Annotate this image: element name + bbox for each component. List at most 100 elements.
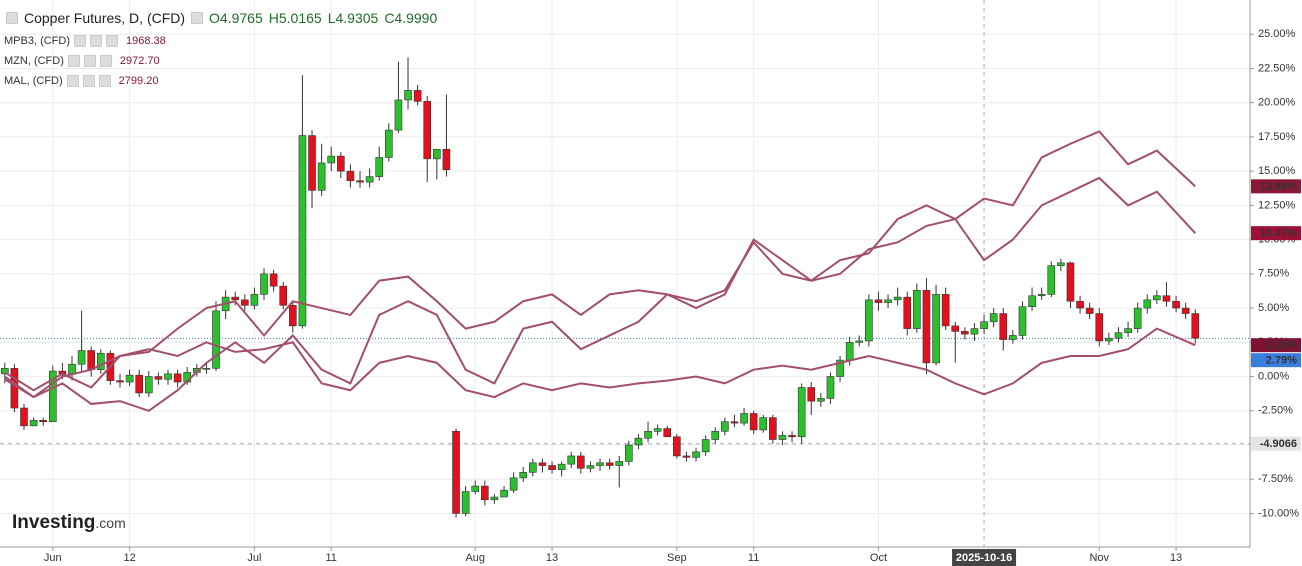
candle-body [951, 325, 960, 332]
candle-body [250, 294, 259, 306]
legend-icon[interactable] [82, 75, 95, 87]
legend-icon[interactable] [66, 75, 79, 87]
candle-body [874, 299, 883, 303]
legend-icon[interactable] [106, 35, 118, 47]
candle-body [932, 294, 940, 364]
candle-body [394, 99, 403, 131]
candle-body [577, 455, 585, 469]
candle-body [212, 310, 220, 369]
candle-body [385, 129, 393, 158]
y-tick-label: 5.00% [1258, 302, 1289, 314]
legend-icon[interactable] [83, 55, 96, 67]
candle-body [327, 155, 336, 164]
candle-body [961, 331, 969, 335]
candle-body [970, 328, 979, 335]
y-tick-label: 17.50% [1258, 131, 1296, 143]
candle-body [913, 289, 921, 329]
candle-body [538, 462, 547, 466]
candle-body [87, 350, 96, 370]
candle-body [461, 491, 470, 514]
candle-body [145, 376, 153, 394]
candle-body [903, 296, 912, 329]
candle-body [826, 376, 835, 399]
candle-body [548, 465, 556, 470]
candle-body [1133, 307, 1142, 329]
candle-body [1124, 328, 1132, 334]
candle-body [673, 436, 681, 457]
candle-body [1105, 337, 1113, 342]
candle-body [135, 374, 144, 394]
candle-body [1172, 300, 1180, 309]
candle-body [865, 299, 873, 342]
candle-body [692, 451, 700, 458]
legend-icon[interactable] [98, 75, 111, 87]
legend-icon[interactable] [74, 35, 86, 47]
overlay-line [4, 327, 1196, 399]
candle-body [644, 431, 652, 439]
candle-body [797, 387, 806, 438]
candle-body [1, 368, 9, 375]
candle-body [836, 359, 844, 377]
candle-body [20, 407, 28, 427]
candle-body [1143, 299, 1152, 309]
chart-title: Copper Futures, D, (CFD) [24, 10, 186, 26]
candle-body [452, 431, 460, 514]
candle-body [29, 420, 38, 427]
candle-body [298, 135, 307, 327]
candle-body [154, 376, 163, 380]
visibility-icon[interactable] [191, 12, 204, 24]
candle-body [39, 420, 48, 423]
overlay-line [4, 176, 1197, 412]
candle-body [1153, 295, 1161, 301]
x-tick-label: Jul [247, 552, 261, 564]
candle-body [625, 444, 633, 462]
candle-body [346, 170, 355, 182]
crosshair-x-label: 2025-10-16 [956, 552, 1012, 564]
candle-body [1018, 306, 1027, 336]
x-tick-label: 13 [546, 552, 558, 564]
candle-body [1095, 313, 1104, 342]
candle-body [375, 157, 384, 177]
candle-body [241, 299, 249, 306]
candle-body [423, 101, 432, 160]
candle-body [1009, 335, 1017, 340]
ohlc-high: H5.0165 [268, 10, 322, 26]
candle-body [634, 437, 643, 446]
legend-price: 1968.38 [126, 35, 166, 47]
candle-body [557, 463, 566, 470]
legend-icon[interactable] [90, 35, 102, 47]
candle-body [1047, 265, 1056, 295]
legend-label: MAL, (CFD) [4, 75, 63, 87]
legend-icon[interactable] [67, 55, 80, 67]
candle-body [317, 162, 326, 191]
x-tick-label: Jun [44, 552, 62, 564]
candle-body [922, 289, 931, 364]
candle-body [10, 368, 19, 409]
series-end-label: 10.47% [1260, 228, 1298, 240]
candle-body [97, 352, 105, 370]
logo-suffix: .com [95, 515, 126, 531]
y-tick-label: 20.00% [1258, 97, 1296, 109]
logo: Investing.com [12, 512, 126, 534]
legend-price: 2972.70 [119, 55, 160, 67]
candle-body [1181, 307, 1190, 314]
legend-icon[interactable] [99, 55, 112, 67]
candle-body [730, 421, 739, 424]
candle-body [605, 462, 614, 466]
candle-body [231, 296, 240, 301]
x-tick-label: 11 [748, 552, 759, 564]
candle-body [1085, 307, 1094, 314]
y-tick-label: -7.50% [1258, 473, 1293, 485]
candle-body [1037, 294, 1046, 297]
candle-body [769, 417, 777, 440]
collapse-icon[interactable] [6, 12, 18, 24]
candle-body [1057, 262, 1065, 266]
candle-body [337, 155, 345, 172]
y-tick-label: 12.50% [1258, 199, 1296, 211]
series-end-label-box [1251, 338, 1301, 353]
candle-body [519, 472, 528, 479]
candle-body [980, 321, 988, 329]
x-tick-label: Oct [870, 552, 887, 564]
current-price-label: 2.79% [1266, 355, 1297, 367]
